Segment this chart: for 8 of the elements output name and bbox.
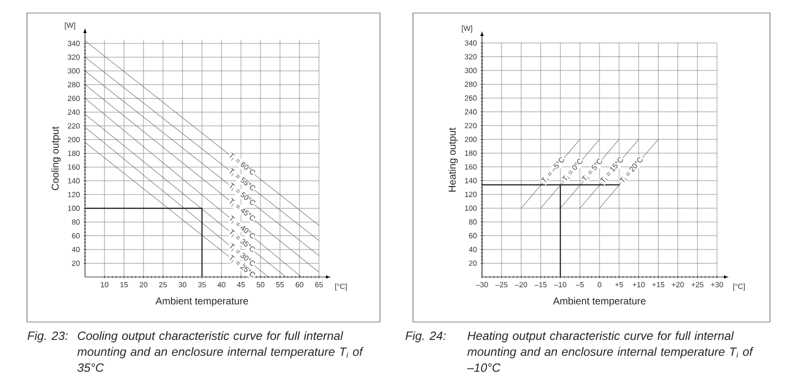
x-axis-title: Ambient temperature [553, 297, 646, 306]
y-axis-title: Cooling output [51, 126, 61, 190]
y-axis-title: Heating output [448, 128, 458, 192]
text: Cooling output characteristic curve for full internal mounting and an enclosure internal temperature T$_{i}$ of 35°C [77, 331, 364, 372]
caption: Fig. 23: [28, 331, 68, 342]
caption: Fig. 24: [406, 331, 446, 342]
text: Heating output characteristic curve for full internal mounting and an enclosure internal temperature T$_{i}$ of –10°C [467, 331, 754, 372]
x-axis-title: Ambient temperature [156, 297, 248, 306]
